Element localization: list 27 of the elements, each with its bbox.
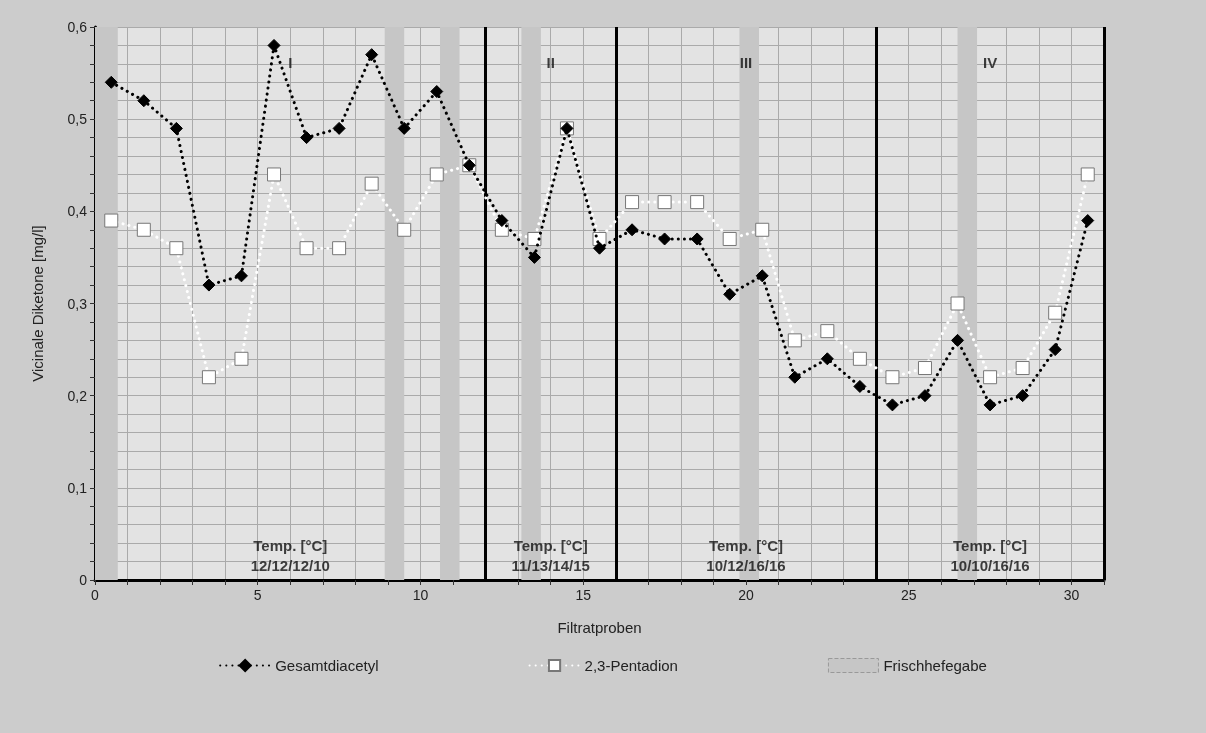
y-tick-label: 0 — [79, 572, 88, 588]
x-tick-label: 25 — [900, 587, 917, 603]
x-tick-label: 10 — [412, 587, 429, 603]
y-axis-title: Vicinale Diketone [mg/l] — [29, 225, 46, 382]
y-tick-label: 0,1 — [67, 479, 88, 496]
x-tick-label: 20 — [738, 587, 754, 603]
y-tick-label: 0,3 — [67, 295, 88, 312]
x-tick-label: 15 — [575, 587, 592, 603]
annotation: II — [546, 54, 555, 72]
x-axis-title: Filtratproben — [557, 619, 642, 636]
x-tick-label: 0 — [91, 587, 100, 603]
x-tick-label: 30 — [1063, 587, 1080, 603]
y-tick-label: 0,6 — [67, 19, 88, 35]
legend-label: Gesamtdiacetyl — [275, 657, 379, 674]
y-tick-label: 0,5 — [67, 111, 88, 128]
legend-label: 2,3-Pentadion — [584, 657, 678, 674]
annotation: Temp. [°C] 10/12/16/16 — [706, 536, 786, 574]
annotation: IV — [982, 54, 998, 72]
legend-label: Frischhefegabe — [883, 657, 987, 674]
y-tick-label: 0,4 — [67, 203, 88, 220]
annotation: III — [739, 54, 753, 72]
y-tick-label: 0,2 — [67, 387, 88, 404]
annotation: I — [288, 54, 293, 72]
annotation: Temp. [°C] 10/10/16/16 — [950, 536, 1030, 574]
annotation: Temp. [°C] 11/13/14/15 — [511, 536, 590, 574]
x-tick-label: 5 — [253, 587, 262, 603]
annotation: Temp. [°C] 12/12/12/10 — [250, 536, 330, 574]
